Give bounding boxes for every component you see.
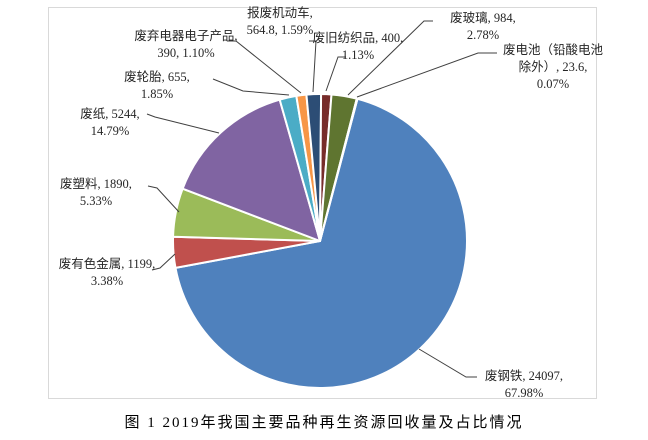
leader-line-scrapped-vehicles: [309, 40, 317, 93]
figure-caption: 图 1 2019年我国主要品种再生资源回收量及占比情况: [124, 415, 524, 431]
pie-slice-paper: [181, 98, 321, 242]
leader-line-plastic: [147, 185, 180, 213]
leader-line-nonferrous-metals: [151, 253, 176, 271]
leader-line-textiles: [325, 56, 346, 92]
leader-line-scrap-steel: [418, 348, 477, 378]
leader-line-e-waste: [227, 40, 302, 94]
pie-slice-batteries: [319, 97, 359, 242]
leader-line-glass: [347, 20, 433, 96]
pie-slice-scrap-steel: [174, 97, 468, 389]
leader-line-batteries: [356, 52, 497, 98]
leader-line-tires: [212, 78, 290, 96]
leader-line-paper: [146, 113, 220, 134]
